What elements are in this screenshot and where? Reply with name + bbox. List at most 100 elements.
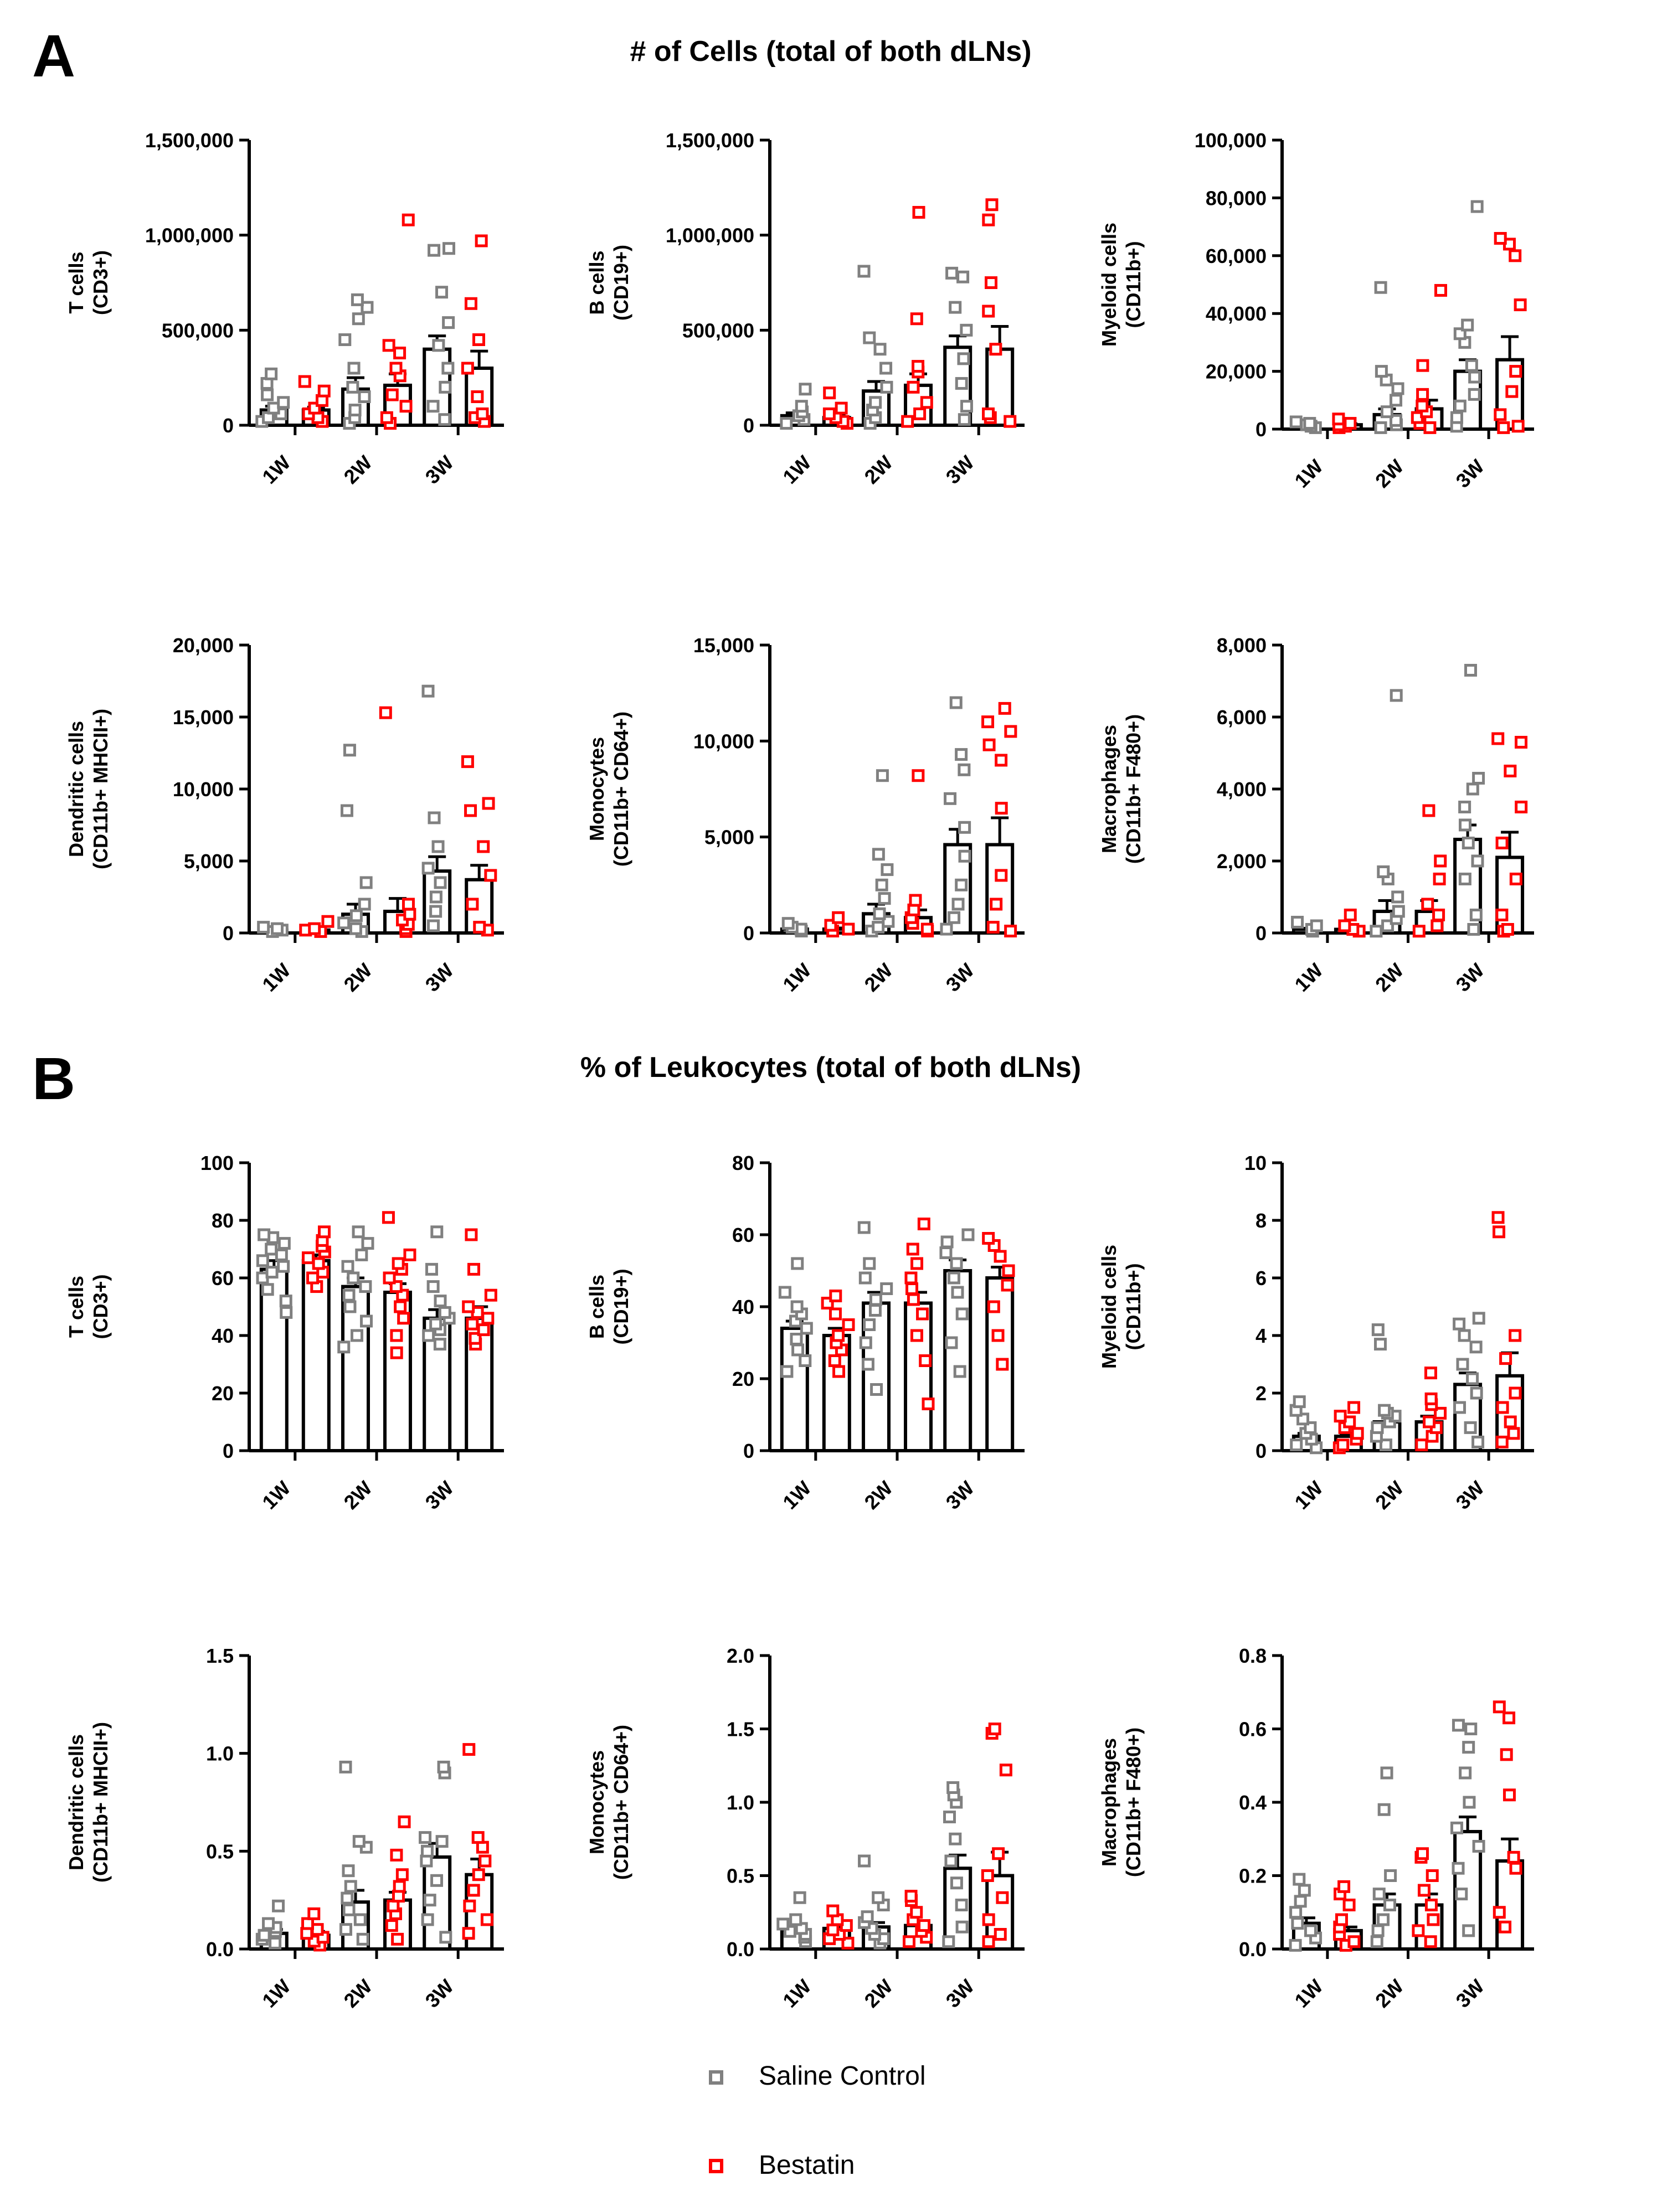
data-point bbox=[789, 1913, 802, 1926]
y-tick-label: 6,000 bbox=[1217, 706, 1267, 729]
data-point bbox=[403, 908, 416, 921]
data-point bbox=[996, 1358, 1009, 1371]
data-point bbox=[829, 1290, 842, 1302]
data-point bbox=[471, 1831, 485, 1844]
data-point bbox=[960, 323, 973, 337]
data-point bbox=[1458, 801, 1471, 813]
data-point bbox=[1379, 1438, 1392, 1452]
data-point bbox=[955, 748, 968, 761]
data-point bbox=[1507, 1427, 1520, 1440]
data-point bbox=[358, 898, 371, 911]
data-point bbox=[873, 907, 886, 920]
data-point bbox=[1494, 231, 1507, 245]
data-point bbox=[343, 744, 356, 757]
data-point bbox=[904, 1890, 918, 1903]
data-point bbox=[1503, 1711, 1516, 1725]
data-point bbox=[985, 198, 999, 212]
data-point bbox=[902, 1935, 915, 1948]
y-axis-label: Macrophages bbox=[1098, 1738, 1120, 1866]
data-point bbox=[913, 407, 927, 420]
data-point bbox=[1384, 1869, 1397, 1882]
data-point bbox=[1336, 1438, 1350, 1452]
data-point bbox=[829, 1307, 842, 1321]
data-point bbox=[1452, 1719, 1465, 1732]
data-point bbox=[880, 380, 893, 394]
data-point bbox=[423, 1894, 436, 1907]
data-point bbox=[1370, 1935, 1383, 1948]
y-axis-label: Myeloid cells bbox=[1098, 1245, 1120, 1369]
x-tick-label: 2W bbox=[1371, 959, 1408, 996]
data-point bbox=[857, 265, 871, 278]
data-point bbox=[826, 1904, 840, 1917]
data-point bbox=[1289, 1938, 1302, 1952]
data-point bbox=[875, 878, 888, 891]
data-point bbox=[950, 1876, 963, 1890]
data-point bbox=[265, 367, 278, 380]
data-point bbox=[1495, 837, 1509, 849]
data-point bbox=[955, 878, 968, 891]
y-tick-label: 10,000 bbox=[173, 778, 234, 801]
data-point bbox=[949, 301, 962, 314]
data-point bbox=[912, 360, 925, 373]
data-point bbox=[439, 1931, 452, 1944]
data-point bbox=[876, 769, 889, 782]
chart-a-tcells: 0 500,000 1,000,000 1,500,000 T cells (CD3+) 1… bbox=[65, 129, 504, 488]
data-point bbox=[1344, 417, 1357, 430]
data-point bbox=[383, 1271, 396, 1285]
data-point bbox=[990, 898, 1003, 911]
y-axis-label: T cells bbox=[65, 251, 88, 313]
data-point bbox=[337, 916, 351, 930]
data-point bbox=[390, 1329, 403, 1342]
data-point bbox=[428, 811, 441, 824]
legend-label-saline: Saline Control bbox=[759, 2061, 926, 2091]
data-point bbox=[982, 738, 996, 751]
data-point bbox=[256, 1254, 269, 1267]
data-point bbox=[918, 1919, 931, 1932]
data-point bbox=[1504, 1415, 1517, 1429]
data-point bbox=[434, 876, 447, 889]
data-point bbox=[992, 1847, 1005, 1860]
data-point bbox=[478, 1854, 492, 1868]
y-axis-label: (CD11b+) bbox=[1122, 241, 1145, 328]
data-point bbox=[949, 1832, 962, 1845]
x-tick-label: 2W bbox=[860, 1975, 897, 2012]
data-point bbox=[356, 1932, 369, 1946]
data-point bbox=[1377, 865, 1390, 878]
data-point bbox=[1334, 1410, 1347, 1423]
x-tick-label: 2W bbox=[339, 959, 376, 996]
y-tick-label: 1.0 bbox=[206, 1742, 234, 1765]
y-tick-label: 60 bbox=[732, 1224, 754, 1246]
data-point bbox=[394, 1300, 407, 1313]
panel-a-title: # of Cells (total of both dLNs) bbox=[630, 35, 1031, 68]
y-axis-label: (CD11b+ CD64+) bbox=[610, 711, 632, 867]
data-point bbox=[826, 1924, 840, 1937]
data-point bbox=[799, 383, 812, 396]
data-point bbox=[832, 1329, 845, 1342]
data-point bbox=[1511, 420, 1525, 433]
y-tick-label: 1.5 bbox=[727, 1718, 754, 1741]
data-point bbox=[349, 909, 363, 922]
y-axis-label: Dendritic cells bbox=[65, 1734, 88, 1870]
y-tick-label: 0.5 bbox=[206, 1840, 234, 1863]
y-tick-label: 10 bbox=[1244, 1152, 1267, 1174]
data-point bbox=[1304, 1924, 1317, 1937]
data-point bbox=[442, 242, 455, 255]
legend: Saline Control Bestatin bbox=[709, 2061, 926, 2180]
x-tick-label: 1W bbox=[258, 959, 295, 996]
data-point bbox=[1471, 1435, 1485, 1448]
y-tick-label: 0.6 bbox=[1239, 1718, 1267, 1741]
data-point bbox=[982, 1935, 995, 1948]
y-tick-label: 0.5 bbox=[727, 1865, 754, 1888]
y-tick-label: 0.4 bbox=[1239, 1791, 1267, 1814]
data-point bbox=[431, 840, 445, 853]
y-tick-label: 1,500,000 bbox=[145, 129, 234, 152]
data-point bbox=[1450, 1821, 1463, 1834]
data-point bbox=[1291, 1917, 1304, 1930]
data-point bbox=[481, 1312, 495, 1325]
data-point bbox=[910, 1329, 923, 1342]
y-axis-label: Dendritic cells bbox=[65, 721, 88, 857]
data-point bbox=[462, 1927, 475, 1940]
y-tick-label: 5,000 bbox=[704, 826, 754, 849]
data-point bbox=[306, 1271, 320, 1285]
